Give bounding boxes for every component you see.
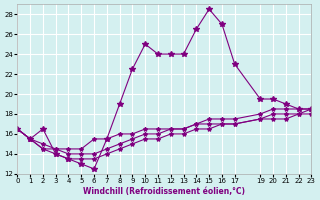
X-axis label: Windchill (Refroidissement éolien,°C): Windchill (Refroidissement éolien,°C) <box>84 187 245 196</box>
